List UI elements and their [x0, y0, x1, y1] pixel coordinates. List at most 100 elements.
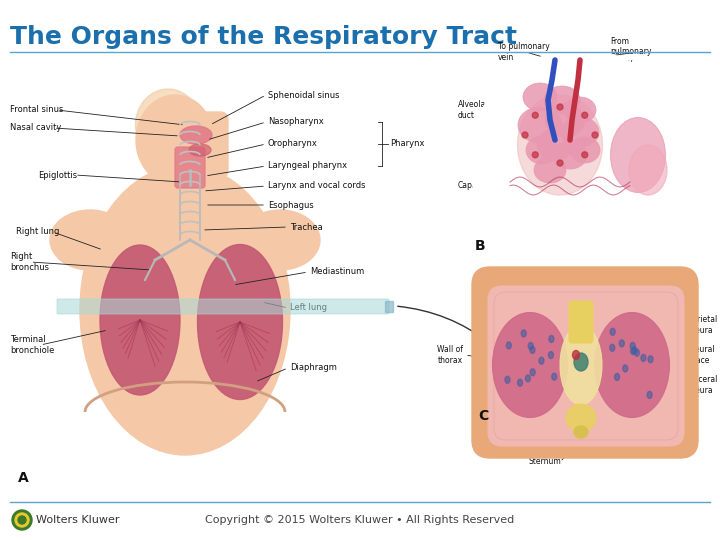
Ellipse shape — [518, 107, 562, 143]
FancyBboxPatch shape — [175, 147, 205, 188]
Ellipse shape — [632, 347, 637, 354]
FancyBboxPatch shape — [161, 171, 209, 229]
Ellipse shape — [634, 349, 639, 356]
Ellipse shape — [549, 352, 554, 359]
Text: Alveoli: Alveoli — [612, 120, 638, 130]
Ellipse shape — [552, 373, 557, 380]
Text: Alveolar
duct: Alveolar duct — [458, 100, 490, 120]
Text: Trachea: Trachea — [290, 222, 323, 232]
Ellipse shape — [544, 86, 580, 114]
Ellipse shape — [80, 165, 290, 455]
Text: Copyright © 2015 Wolters Kluwer • All Rights Reserved: Copyright © 2015 Wolters Kluwer • All Ri… — [205, 515, 515, 525]
Ellipse shape — [572, 350, 580, 360]
Text: Wolters Kluwer: Wolters Kluwer — [36, 515, 120, 525]
Text: Sphenoidal sinus: Sphenoidal sinus — [268, 91, 340, 99]
Ellipse shape — [545, 103, 585, 137]
Text: Frontal sinus: Frontal sinus — [10, 105, 63, 114]
Ellipse shape — [521, 330, 526, 337]
FancyBboxPatch shape — [57, 299, 389, 314]
Circle shape — [532, 152, 539, 158]
Text: Epiglottis: Epiglottis — [38, 171, 77, 179]
Text: Sternum: Sternum — [528, 457, 562, 467]
Ellipse shape — [506, 342, 511, 349]
Text: Capillaries: Capillaries — [458, 180, 498, 190]
Ellipse shape — [553, 141, 587, 169]
Text: Wall of
thorax: Wall of thorax — [437, 345, 463, 364]
Ellipse shape — [135, 89, 200, 161]
Ellipse shape — [623, 365, 628, 372]
Ellipse shape — [505, 376, 510, 383]
Circle shape — [582, 152, 588, 158]
Ellipse shape — [240, 210, 320, 270]
Ellipse shape — [530, 369, 535, 376]
Ellipse shape — [492, 313, 567, 417]
Ellipse shape — [631, 348, 636, 355]
Ellipse shape — [619, 340, 624, 347]
Circle shape — [532, 112, 539, 118]
Ellipse shape — [560, 325, 602, 405]
Text: Right
bronchus: Right bronchus — [10, 252, 49, 272]
Ellipse shape — [574, 426, 588, 438]
Text: Nasal cavity: Nasal cavity — [10, 124, 61, 132]
Ellipse shape — [629, 145, 667, 195]
Circle shape — [557, 104, 563, 110]
Ellipse shape — [570, 137, 600, 163]
Circle shape — [522, 132, 528, 138]
Text: Laryngeal pharynx: Laryngeal pharynx — [268, 161, 347, 171]
Ellipse shape — [566, 404, 596, 432]
Text: Pleural
space: Pleural space — [688, 345, 715, 364]
Ellipse shape — [647, 392, 652, 399]
Ellipse shape — [641, 354, 646, 361]
FancyBboxPatch shape — [385, 301, 393, 312]
Text: Right Lung: Right Lung — [481, 271, 523, 280]
Text: Nasopharynx: Nasopharynx — [268, 118, 324, 126]
Circle shape — [557, 160, 563, 166]
Ellipse shape — [561, 117, 599, 147]
Text: Parietal
pleura: Parietal pleura — [688, 315, 717, 335]
Ellipse shape — [523, 83, 557, 111]
Ellipse shape — [100, 245, 180, 395]
Text: The Organs of the Respiratory Tract: The Organs of the Respiratory Tract — [10, 25, 517, 49]
Ellipse shape — [615, 374, 619, 381]
Ellipse shape — [564, 97, 596, 123]
Text: Visceral
pleura: Visceral pleura — [688, 375, 719, 395]
Circle shape — [582, 112, 588, 118]
Ellipse shape — [50, 210, 130, 270]
Circle shape — [470, 50, 690, 270]
Ellipse shape — [610, 345, 615, 352]
Ellipse shape — [630, 342, 635, 349]
Ellipse shape — [611, 118, 665, 192]
Ellipse shape — [197, 245, 282, 400]
FancyBboxPatch shape — [472, 267, 698, 458]
Ellipse shape — [526, 136, 558, 164]
Ellipse shape — [526, 375, 531, 382]
Text: Mediastinum: Mediastinum — [310, 267, 364, 276]
Text: Left lung: Left lung — [290, 303, 327, 313]
Ellipse shape — [574, 353, 588, 371]
Text: From
pulmonary
artery: From pulmonary artery — [610, 37, 652, 67]
Ellipse shape — [528, 342, 534, 349]
Text: A: A — [18, 471, 29, 485]
Ellipse shape — [595, 313, 670, 417]
Ellipse shape — [189, 144, 211, 156]
Text: Diaphragm: Diaphragm — [290, 363, 337, 373]
Ellipse shape — [518, 95, 603, 195]
FancyBboxPatch shape — [182, 112, 228, 178]
Circle shape — [592, 132, 598, 138]
Text: Terminal
bronchiole: Terminal bronchiole — [10, 335, 55, 355]
Ellipse shape — [518, 379, 523, 386]
Text: Pharynx: Pharynx — [390, 139, 425, 148]
Text: C: C — [478, 409, 488, 423]
Ellipse shape — [539, 357, 544, 364]
Text: Oropharynx: Oropharynx — [268, 139, 318, 148]
Circle shape — [12, 510, 32, 530]
Ellipse shape — [136, 95, 214, 185]
Ellipse shape — [549, 335, 554, 342]
Ellipse shape — [537, 129, 573, 161]
FancyBboxPatch shape — [569, 301, 593, 343]
FancyBboxPatch shape — [488, 286, 684, 446]
Text: Left Lung: Left Lung — [630, 271, 666, 280]
Ellipse shape — [610, 328, 615, 335]
Text: Right lung: Right lung — [16, 227, 59, 237]
Circle shape — [15, 513, 29, 527]
